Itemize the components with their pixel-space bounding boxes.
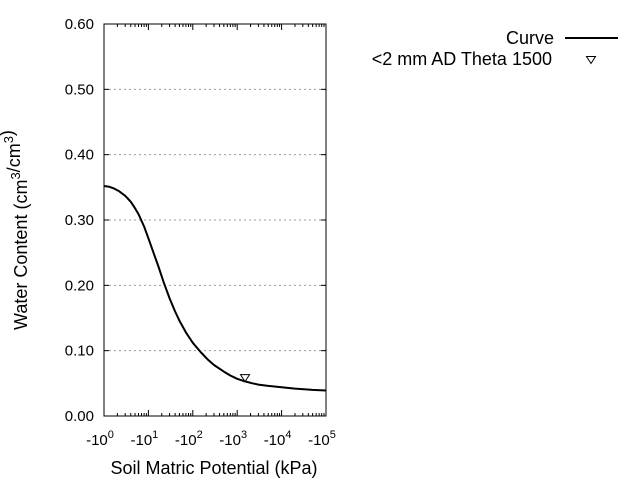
y-tick-label: 0.00 [65,408,94,425]
y-tick-label: 0.40 [65,147,94,164]
x-tick-label: -101 [130,429,158,449]
series-curve-line [103,185,327,392]
x-tick-label: -100 [86,429,114,449]
x-axis-label: Soil Matric Potential (kPa) [110,458,317,478]
plot-curve-layer [103,185,327,392]
grid-lines [104,88,326,352]
x-tick-label: -103 [219,429,247,449]
x-axis-ticks: -100 -101 -102 -103 -104 -105 [86,24,336,449]
legend: Curve <2 mm AD Theta 1500 [372,28,618,69]
y-axis-ticks: 0.00 0.10 0.20 0.30 0.40 0.50 0.60 [65,16,326,425]
y-tick-label: 0.50 [65,81,94,98]
data-point-theta-1500 [239,374,251,383]
y-tick-label: 0.20 [65,277,94,294]
legend-label-curve: Curve [506,28,554,48]
x-tick-label: -105 [308,429,336,449]
y-tick-label: 0.30 [65,212,94,229]
y-tick-label: 0.10 [65,343,94,360]
x-tick-label: -104 [264,429,292,449]
x-tick-label: -102 [175,429,203,449]
legend-label-theta-1500: <2 mm AD Theta 1500 [372,49,552,69]
legend-marker-theta-1500 [585,56,597,65]
y-tick-label: 0.60 [65,16,94,33]
plot-point-layer [239,374,251,383]
y-axis-label: Water Content (cm3/cm3) [0,130,31,330]
